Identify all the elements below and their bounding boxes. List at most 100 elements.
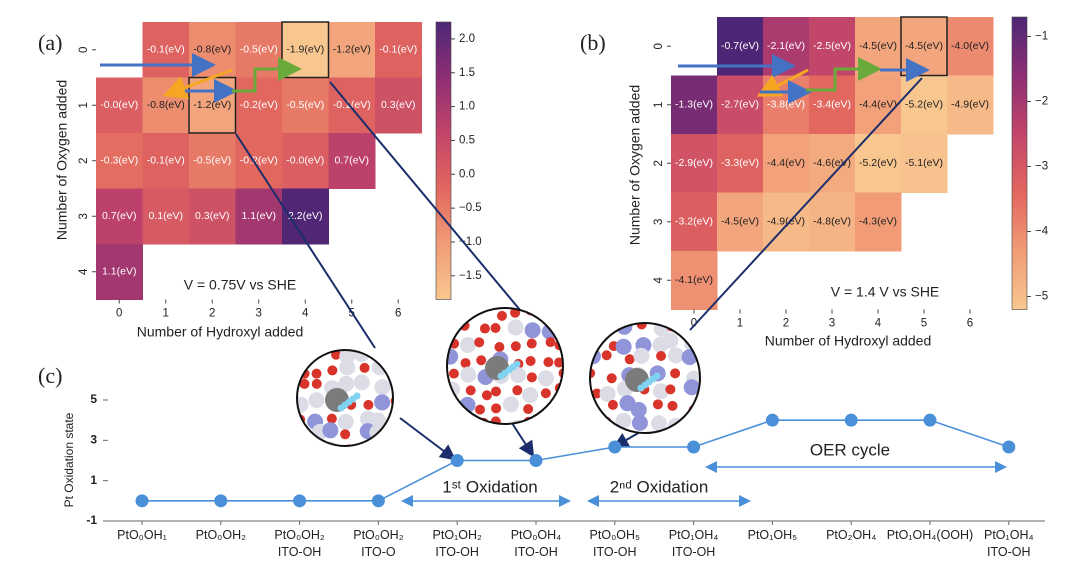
x-tick-label: PtO₁OH₄(OOH) [886,528,974,542]
arrow [756,68,809,97]
y-tick-label: 0 [653,43,665,49]
colorbar-tick-label: −1 [1035,31,1048,43]
y-tick-label: 2 [78,158,90,164]
connector [399,417,457,461]
x-tick-label: 2 [209,308,215,320]
connector [329,81,521,311]
atom [311,368,322,379]
cell-label: -0.8(eV) [147,99,185,111]
panel-label: (b) [580,30,606,55]
cell-label: -2.7(eV) [721,99,759,111]
y-tick-label: 1 [78,102,90,108]
point [923,413,937,427]
colorbar-tick-label: −4 [1035,226,1049,238]
x-tick-label: 1 [737,318,743,330]
x-tick-label: 6 [395,308,401,320]
x-tick-label: PtO₁OH₅ [747,528,798,542]
connector [689,77,923,331]
cell-label: 2.2(eV) [288,210,322,222]
cell-label: -4.0(eV) [951,40,989,52]
molecule-insets [294,307,701,457]
atom [490,323,501,334]
x-tick-label: 4 [302,308,309,320]
atom [447,348,459,365]
atom [537,370,554,387]
heat-cell [375,22,422,78]
atom [353,350,370,362]
atom [363,399,374,410]
x-tick-label: PtO₀OH₁ [117,528,167,542]
cell-label: -0.2(eV) [240,155,278,167]
x-tick-label: PtO₂OH₄ [826,528,877,542]
colorbar-tick-label: 0.0 [459,168,475,180]
atom [606,373,617,384]
cell-label: 1.1(eV) [102,266,136,278]
atom [630,401,647,418]
atom [615,338,632,355]
y-tick-label: 3 [78,213,90,219]
cell-label: -4.5(eV) [721,216,759,228]
atom [662,332,679,349]
cell-label: 1.1(eV) [242,210,276,222]
heat-cell [671,134,718,193]
annotation: OER cycle [810,440,890,459]
heat-cell [947,75,994,135]
atom [525,356,536,367]
series-line [142,419,1010,502]
atom [512,385,523,396]
atom [697,348,700,365]
heat-cell [235,188,283,245]
atom [510,341,521,352]
atom [448,368,459,379]
x-axis-label: Number of Hydroxyl added [137,324,304,340]
colorbar [435,21,452,300]
colorbar-tick-label: −3 [1035,161,1048,173]
atom [294,447,304,457]
arrow [232,57,302,93]
atom [388,350,393,360]
atom [374,394,391,411]
colorbar-tick-label: 0.5 [459,134,475,146]
y-axis-label: Pt Oxidation state [62,412,76,507]
atom [667,400,678,411]
cell-label: -1.2(eV) [193,99,231,111]
atom [540,388,551,399]
heat-cell [328,77,376,134]
colorbar-tick-label: −2 [1035,96,1048,108]
heat-cell [717,75,764,135]
atom [299,378,310,389]
atom [474,337,485,348]
x-tick-label: PtO₀OH₂ ITO-O [353,528,404,559]
cell-label: -4.3(eV) [859,216,897,228]
cell-label: -0.0(eV) [286,155,324,167]
atom [327,365,338,376]
heat-cell [809,75,856,135]
atom [490,416,501,424]
atom [353,374,370,391]
atom [374,379,391,396]
atom [309,441,320,446]
atom [337,413,354,430]
atom [543,357,554,368]
cell-label: -4.8(eV) [813,216,851,228]
heat-cell [142,22,190,78]
atom [510,367,527,384]
heat-cell [328,22,376,78]
atom [638,434,648,444]
atom [494,341,505,352]
y-axis-label: Number of Oxygen added [54,80,70,240]
atom [481,390,492,401]
heat-cell [96,133,143,189]
atom [447,308,456,317]
inset-border [296,349,394,447]
cell-label: -5.1(eV) [905,157,943,169]
atom [447,401,453,412]
arrow [806,57,882,92]
point [371,494,385,508]
atom [523,404,534,415]
connector [509,419,535,458]
atom [447,316,456,333]
heat-cell [282,133,329,189]
atom [447,415,456,424]
atom [459,337,476,354]
